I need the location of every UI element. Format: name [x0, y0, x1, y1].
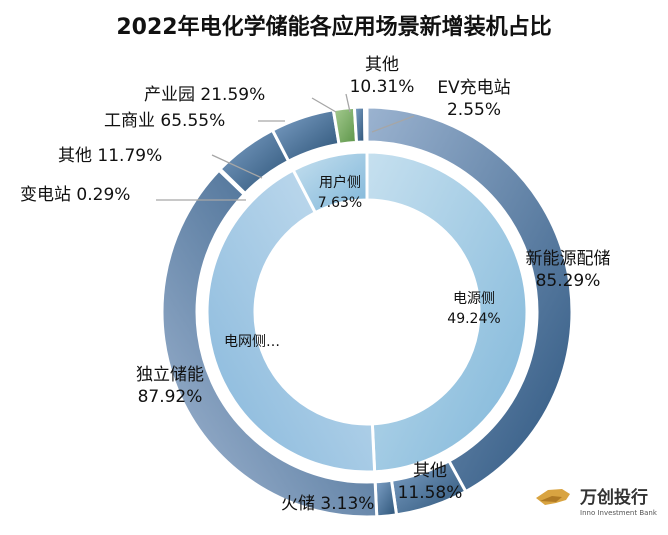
outer-slice-value: 10.31%	[350, 77, 415, 97]
inner-slice-name: 电网侧…	[224, 334, 280, 350]
inner-ring	[205, 150, 529, 474]
logo: 万创投行 Inno Investment Bank	[536, 487, 658, 517]
outer-slice-label: 火储 3.13%	[281, 494, 374, 514]
outer-slice	[362, 105, 369, 144]
leader-line	[311, 97, 337, 113]
inner-slice-label: 电网侧…	[224, 334, 280, 350]
outer-slice-name: 产业园 21.59%	[144, 85, 265, 105]
leader-line	[345, 93, 351, 113]
outer-slice-name: 火储 3.13%	[281, 494, 374, 514]
outer-slice-name: 独立储能	[136, 365, 204, 385]
tiger-logo-icon	[536, 489, 570, 505]
outer-ring	[160, 105, 574, 519]
outer-slice-name: 其他 11.79%	[58, 146, 162, 166]
inner-slice	[365, 150, 529, 474]
outer-slice-name: EV充电站	[437, 78, 510, 98]
leader-lines	[156, 93, 415, 201]
inner-slice-label: 用户侧 7.63%	[318, 174, 362, 211]
outer-slice-value: 87.92%	[138, 387, 203, 407]
inner-slice-name: 用户侧	[319, 174, 361, 191]
outer-slice-label: 产业园 21.59%	[144, 85, 265, 105]
logo-name: 万创投行	[579, 487, 648, 508]
outer-slice	[331, 105, 359, 147]
outer-slice-name: 其他	[413, 461, 447, 481]
leader-line	[371, 115, 415, 133]
outer-slice-label: 变电站 0.29%	[20, 185, 130, 205]
outer-slice-name: 工商业 65.55%	[104, 111, 225, 131]
inner-slice-value: 7.63%	[318, 195, 362, 211]
leader-line	[211, 154, 263, 179]
outer-slice-label: 工商业 65.55%	[104, 111, 225, 131]
outer-slice-value: 2.55%	[447, 100, 501, 120]
outer-slice	[373, 478, 399, 519]
outer-slice-name: 其他	[365, 55, 399, 75]
logo-subtitle: Inno Investment Bank	[580, 509, 658, 517]
outer-slice-value: 85.29%	[536, 271, 601, 291]
inner-slice	[205, 168, 377, 474]
chart-title: 2022年电化学储能各应用场景新增装机占比	[116, 14, 551, 40]
outer-slice-value: 11.58%	[398, 483, 463, 503]
slice-labels: 电源侧49.24%电网侧…用户侧7.63%新能源配储85.29%其他11.58%…	[20, 55, 611, 514]
outer-slice-label: 其他 11.79%	[58, 146, 162, 166]
outer-slice-name: 变电站 0.29%	[20, 185, 130, 205]
inner-slice-name: 电源侧	[453, 291, 495, 307]
inner-slice-value: 49.24%	[447, 311, 500, 327]
outer-slice-name: 新能源配储	[526, 249, 611, 269]
inner-slice	[291, 150, 369, 215]
inner-slice-label: 电源侧 49.24%	[447, 291, 500, 327]
